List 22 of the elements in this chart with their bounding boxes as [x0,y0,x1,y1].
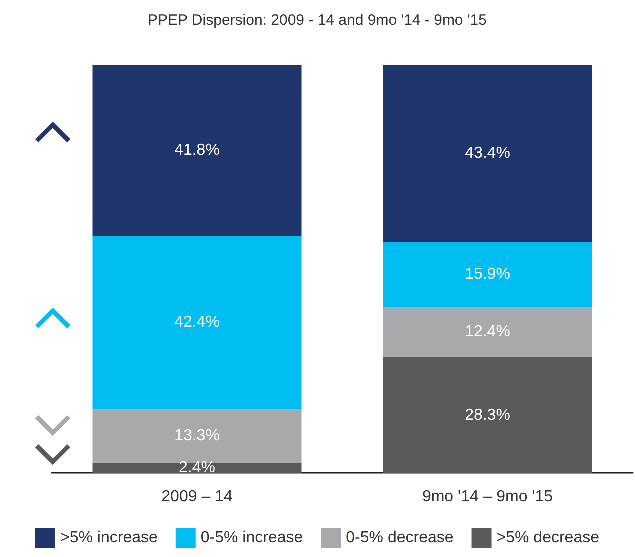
data-label: 43.4% [465,145,510,162]
legend-label: >5% increase [60,530,158,546]
x-tick-label: 9mo '14 – 9mo '15 [422,488,554,506]
bar [383,242,592,307]
bar [383,358,592,473]
bar [383,65,592,242]
data-label: 12.4% [465,324,510,341]
data-label: 42.4% [174,314,220,331]
data-label: 13.3% [174,428,220,445]
bar [92,463,302,473]
data-label: 28.3% [465,406,510,424]
legend-label: >5% decrease [496,530,600,546]
bar [92,236,302,409]
legend-label: 0-5% increase [200,530,304,546]
data-label: 15.9% [465,266,510,284]
data-label: 41.8% [174,142,220,160]
legend-label: 0-5% decrease [346,530,454,546]
chart-title: PPEP Dispersion: 2009 - 14 and 9mo '14 - 9mo '15 [148,12,487,29]
bar [383,306,592,358]
data-label: 2.4% [179,460,216,477]
bar [92,65,302,236]
x-tick-label: 2009 – 14 [162,488,233,506]
